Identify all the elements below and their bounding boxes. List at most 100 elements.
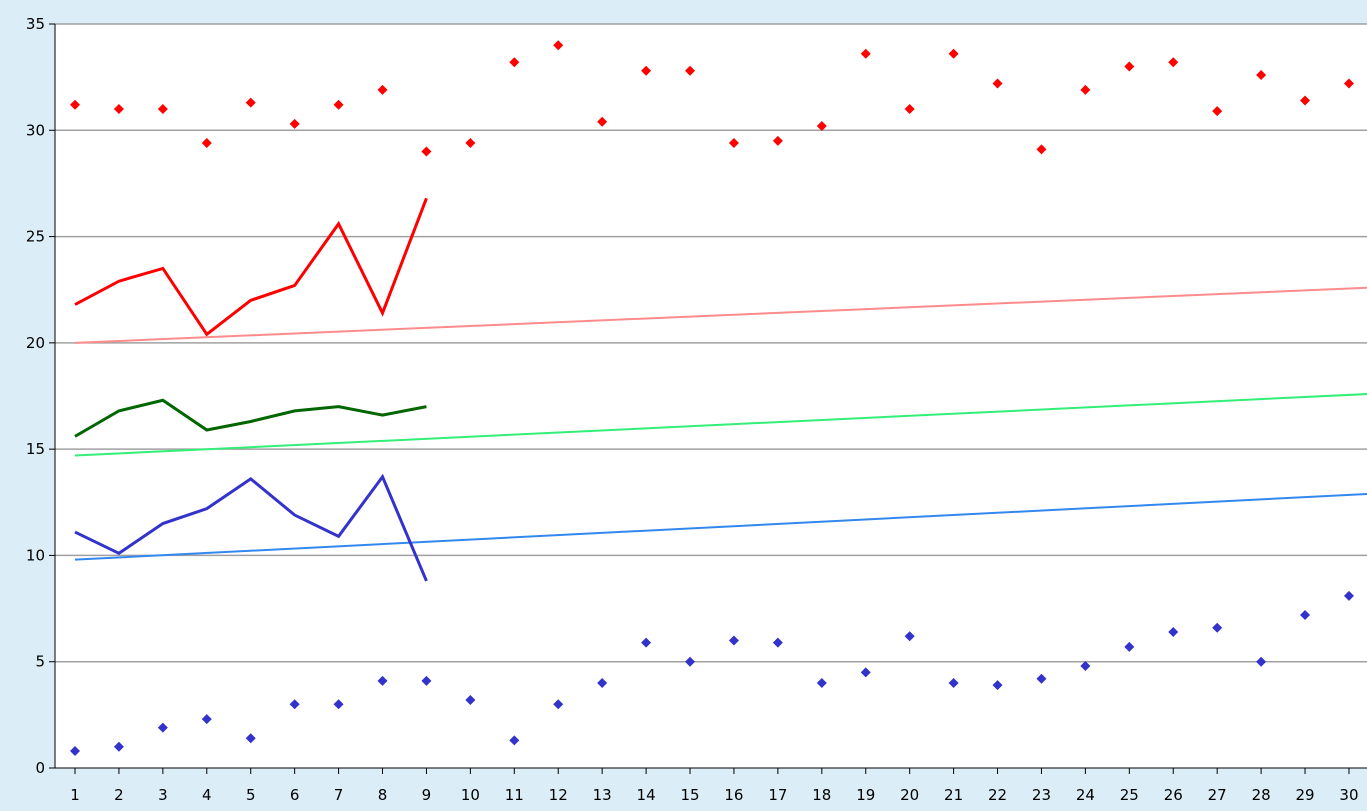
scatter-point-0	[245, 97, 256, 108]
y-tick-label: 20	[26, 334, 45, 352]
scatter-point-1	[465, 694, 476, 705]
scatter-point-0	[1256, 70, 1267, 81]
x-tick-label: 29	[1295, 786, 1314, 804]
x-tick-label: 14	[637, 786, 656, 804]
x-tick-label: 28	[1252, 786, 1271, 804]
x-tick-label: 6	[290, 786, 300, 804]
scatter-point-0	[1036, 144, 1047, 155]
x-tick-label: 19	[856, 786, 875, 804]
scatter-point-1	[70, 745, 80, 756]
y-tick-label: 0	[35, 759, 45, 777]
scatter-point-1	[333, 699, 344, 710]
scatter-point-0	[1300, 95, 1311, 106]
x-tick-label: 12	[549, 786, 568, 804]
series-line-3	[74, 398, 427, 438]
scatter-point-1	[992, 680, 1003, 691]
scatter-point-1	[816, 677, 827, 688]
scatter-point-1	[597, 677, 608, 688]
scatter-point-1	[1300, 609, 1311, 620]
scatter-point-1	[1080, 660, 1091, 671]
scatter-point-1	[728, 635, 739, 646]
scatter-point-1	[509, 735, 520, 746]
scatter-point-1	[772, 637, 783, 648]
x-tick-label: 25	[1120, 786, 1139, 804]
x-tick-label: 10	[461, 786, 480, 804]
scatter-point-0	[1212, 106, 1223, 117]
scatter-point-0	[1168, 57, 1179, 68]
x-tick-label: 30	[1339, 786, 1358, 804]
trend-line-7	[74, 492, 1367, 561]
scatter-point-0	[772, 135, 783, 146]
y-tick-label: 30	[26, 121, 45, 139]
scatter-point-1	[948, 677, 959, 688]
scatter-point-0	[465, 138, 476, 149]
scatter-point-1	[1343, 590, 1354, 601]
x-tick-label: 13	[593, 786, 612, 804]
scatter-point-0	[289, 118, 300, 129]
series-line-2	[74, 197, 428, 337]
scatter-point-0	[1124, 61, 1135, 72]
scatter-point-1	[421, 675, 432, 686]
scatter-point-1	[201, 714, 212, 725]
scatter-point-1	[904, 631, 915, 642]
scatter-point-0	[992, 78, 1003, 89]
x-tick-label: 1	[70, 786, 80, 804]
scatter-point-1	[1124, 641, 1135, 652]
scatter-point-1	[113, 741, 124, 752]
y-tick-label: 25	[26, 228, 45, 246]
scatter-point-1	[245, 733, 256, 744]
x-tick-label: 26	[1164, 786, 1183, 804]
scatter-point-0	[333, 99, 344, 110]
x-tick-label: 5	[246, 786, 256, 804]
trend-line-6	[74, 393, 1367, 457]
scatter-point-0	[641, 65, 652, 76]
scatter-point-0	[597, 116, 608, 127]
y-tick-label: 5	[35, 653, 45, 671]
y-tick-label: 35	[26, 15, 45, 33]
x-tick-label: 8	[378, 786, 388, 804]
scatter-point-1	[289, 699, 300, 710]
x-tick-label: 24	[1076, 786, 1095, 804]
scatter-point-0	[509, 57, 520, 68]
x-tick-label: 18	[812, 786, 831, 804]
scatter-point-1	[1168, 626, 1179, 637]
scatter-point-1	[1036, 673, 1047, 684]
x-tick-label: 16	[724, 786, 743, 804]
x-tick-label: 3	[158, 786, 168, 804]
scatter-point-0	[553, 40, 564, 51]
scatter-point-1	[860, 667, 871, 678]
scatter-point-0	[948, 48, 959, 59]
scatter-point-0	[377, 84, 388, 95]
scatter-point-0	[1080, 84, 1091, 95]
x-tick-label: 27	[1208, 786, 1227, 804]
series-line-4	[74, 473, 428, 582]
x-tick-label: 17	[768, 786, 787, 804]
y-tick-label: 10	[26, 546, 45, 564]
x-tick-label: 7	[334, 786, 344, 804]
scatter-point-0	[685, 65, 696, 76]
scatter-point-0	[201, 138, 212, 149]
scatter-point-0	[70, 99, 80, 110]
scatter-point-1	[553, 699, 564, 710]
scatter-point-1	[641, 637, 652, 648]
x-tick-label: 4	[202, 786, 212, 804]
scatter-point-1	[1212, 622, 1223, 633]
scatter-point-0	[860, 48, 871, 59]
scatter-point-1	[377, 675, 388, 686]
scatter-point-0	[113, 104, 124, 115]
scatter-point-1	[157, 722, 168, 733]
x-tick-label: 2	[114, 786, 124, 804]
x-tick-label: 15	[680, 786, 699, 804]
scatter-point-1	[1256, 656, 1267, 667]
y-tick-label: 15	[26, 440, 45, 458]
scatter-point-0	[816, 121, 827, 132]
trend-line-5	[74, 286, 1367, 344]
scatter-point-1	[685, 656, 696, 667]
scatter-point-0	[157, 104, 168, 115]
x-tick-label: 20	[900, 786, 919, 804]
plot-area	[55, 24, 1367, 768]
scatter-point-0	[1343, 78, 1354, 89]
scatter-point-0	[421, 146, 432, 157]
x-tick-label: 9	[422, 786, 432, 804]
